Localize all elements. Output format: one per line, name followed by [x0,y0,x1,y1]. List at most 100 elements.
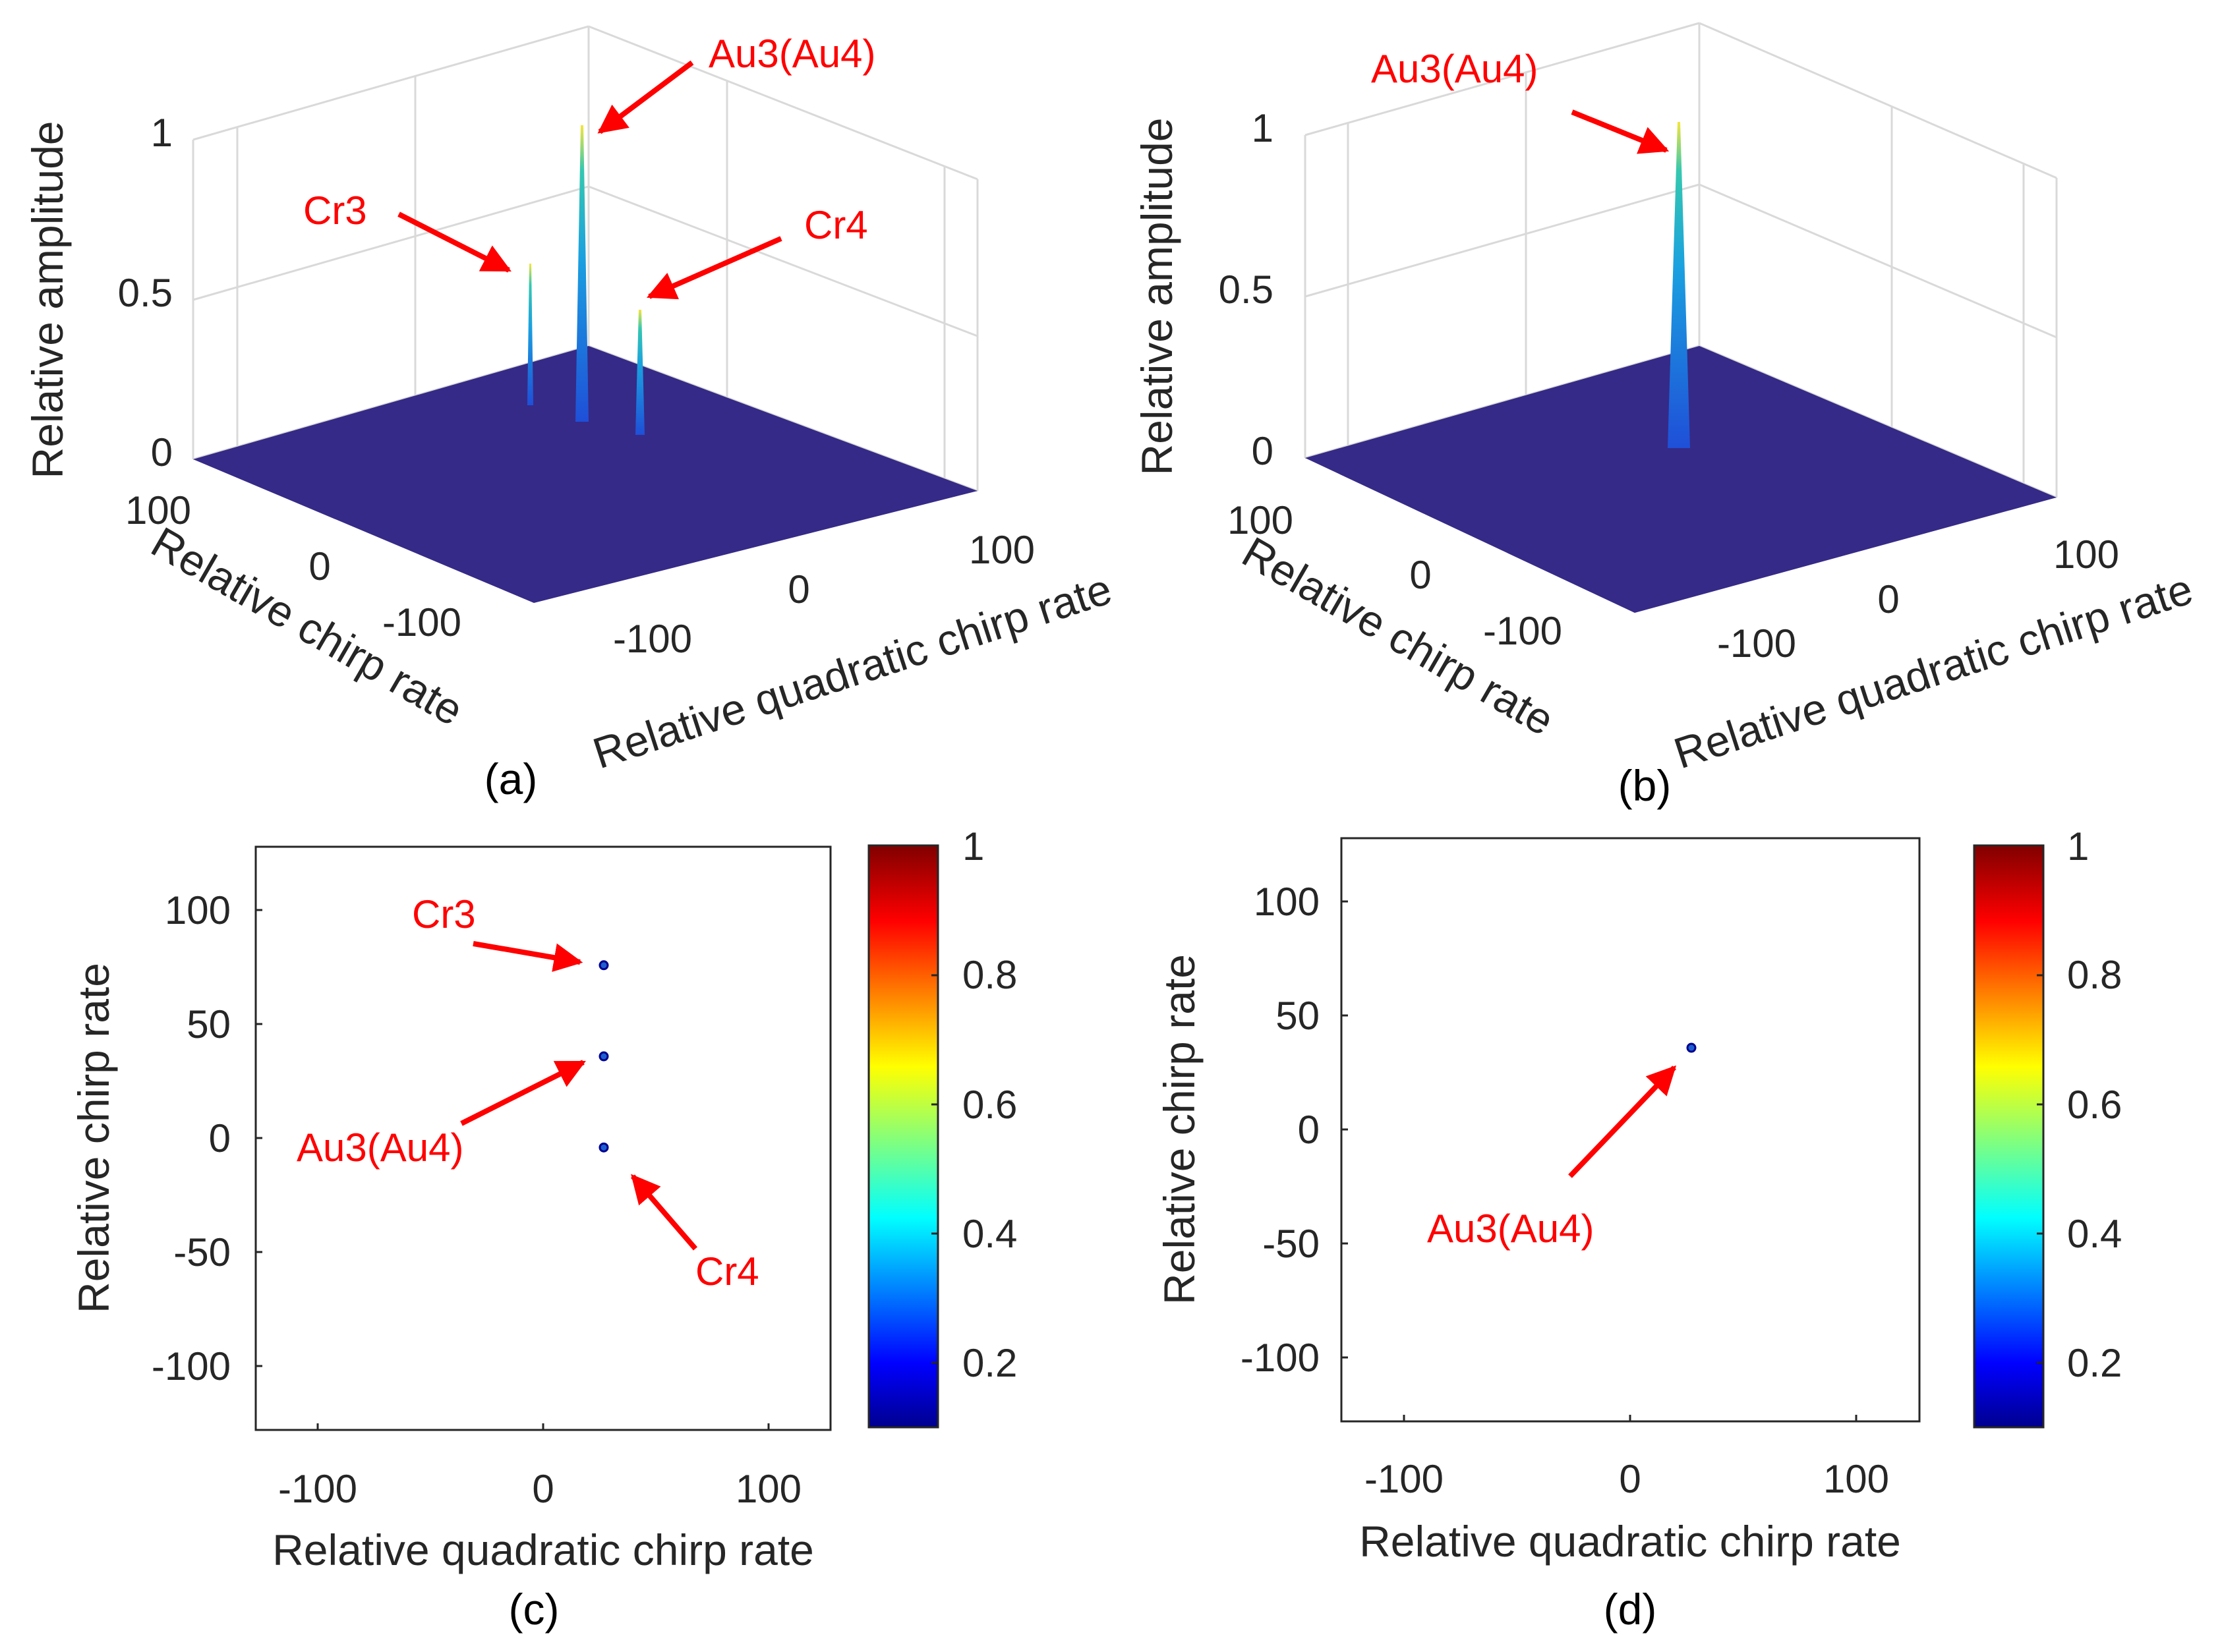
panel-c: -100 0 100 100 50 0 -50 -100 Relative qu… [69,824,1017,1634]
tick: -100 [1241,1336,1320,1380]
z-axis-label: Relative amplitude [1132,118,1181,476]
annotation-cr4: Cr4 [804,203,868,247]
tick: -50 [1262,1222,1320,1266]
colorbar [867,844,939,1429]
caption-b: (b) [1618,761,1672,810]
panel-c-x-tick-labels: -100 0 100 [278,1467,802,1511]
tick: 0 [1298,1108,1320,1152]
arrow-cr4 [646,236,782,300]
tick: 100 [1823,1457,1889,1501]
peak-point [599,1051,609,1062]
annotation-cr4: Cr4 [695,1249,759,1294]
annotation-au3: Au3(Au4) [1371,47,1538,91]
z-axis-label: Relative amplitude [23,121,72,479]
tick: 0 [532,1467,554,1511]
tick: -100 [1717,621,1796,666]
panel-b-y-ticks: -100 0 100 [1717,532,2119,666]
tick: 0.8 [962,953,1017,997]
tick: -100 [382,600,461,644]
tick: 0.4 [2067,1212,2122,1256]
tick: -100 [613,617,692,661]
tick: 0.8 [2067,953,2122,997]
panel-b-x-ticks: 100 0 -100 [1227,498,1562,653]
spike-au3-b [1668,122,1690,448]
tick: -100 [1364,1457,1444,1501]
arrow-au3 [597,60,694,134]
arrow-cr3 [473,941,583,972]
tick: 100 [736,1467,802,1511]
x-axis-label: Relative quadratic chirp rate [1359,1517,1901,1566]
arrow-cr3 [397,212,512,273]
tick: 0.6 [962,1083,1017,1127]
annotation-au3: Au3(Au4) [1427,1207,1594,1251]
panel-c-annotations: Cr3 Au3(Au4) Cr4 [297,892,759,1294]
tick: 0 [1409,553,1431,597]
colorbar [1973,844,2045,1429]
panel-c-x-ticks [316,1423,770,1430]
tick: 1 [2067,824,2089,869]
panel-c-y-ticks [256,909,262,1367]
spike-cr3 [527,264,533,405]
y-axis-label: Relative quadratic chirp rate [587,564,1117,778]
panel-a: 1 0.5 0 100 0 -100 -100 0 100 Relative a… [23,25,1117,803]
peak-point [599,960,609,971]
tick: 50 [1275,994,1320,1038]
y-axis-label: Relative quadratic chirp rate [1668,564,2198,778]
panel-a-x-ticks: 100 0 -100 [125,488,461,644]
arrow-cr4 [630,1174,698,1251]
panel-d-y-ticks [1341,900,1348,1359]
tick: 100 [969,528,1035,572]
tick: 0.2 [2067,1341,2122,1385]
panel-c-colorbar: 1 0.8 0.6 0.4 0.2 [867,824,1017,1429]
annotation-au3: Au3(Au4) [297,1125,463,1170]
annotation-cr3: Cr3 [412,892,476,936]
tick: 0.5 [1219,268,1273,312]
caption-c: (c) [509,1585,560,1634]
caption-a: (a) [484,755,538,803]
tick: 100 [2053,532,2119,577]
panel-d-points [1686,1042,1697,1053]
panel-d-x-tick-labels: -100 0 100 [1364,1457,1889,1501]
panel-d-x-ticks [1403,1415,1857,1421]
y-axis-label: Relative chirp rate [69,963,118,1313]
tick: 0 [788,567,809,612]
peak-point [599,1142,609,1153]
panel-b-surface [1305,346,2057,613]
arrow-au3 [1571,109,1670,154]
tick: 0 [1877,577,1899,621]
annotation-cr3: Cr3 [303,188,367,233]
tick: 1 [151,111,173,155]
tick: 1 [962,824,984,869]
spike-cr4 [635,310,645,435]
tick: -100 [278,1467,357,1511]
panel-b-annotations: Au3(Au4) [1371,47,1670,154]
panel-c-plot-area [254,845,832,1431]
x-axis-label: Relative quadratic chirp rate [272,1525,814,1574]
spike-au3 [575,125,589,422]
panel-c-points [599,960,609,1153]
tick: 0 [1252,429,1273,473]
panel-a-z-ticks: 1 0.5 0 [118,111,173,474]
tick: -50 [173,1230,231,1274]
panel-a-annotations: Au3(Au4) Cr3 Cr4 [303,32,875,300]
panel-d: -100 0 100 100 50 0 -50 -100 Relative qu… [1155,824,2122,1634]
tick: -100 [152,1344,231,1388]
tick: 50 [187,1002,231,1046]
y-axis-label: Relative chirp rate [1155,954,1204,1305]
arrow-au3 [460,1060,586,1126]
annotation-au3: Au3(Au4) [709,32,875,76]
panel-b: 1 0.5 0 100 0 -100 -100 0 100 Relative a… [1132,22,2198,810]
tick: 0 [308,544,330,588]
panel-a-surface [193,346,978,603]
tick: 0 [1619,1457,1641,1501]
tick: 0.4 [962,1212,1017,1256]
panel-a-spikes [527,125,645,435]
caption-d: (d) [1604,1585,1657,1634]
panel-d-y-tick-labels: 100 50 0 -50 -100 [1241,880,1320,1380]
tick: 100 [1227,498,1293,542]
tick: 1 [1252,106,1273,150]
tick: 0.5 [118,271,173,315]
tick: 0.2 [962,1341,1017,1385]
arrow-au3 [1568,1065,1677,1178]
